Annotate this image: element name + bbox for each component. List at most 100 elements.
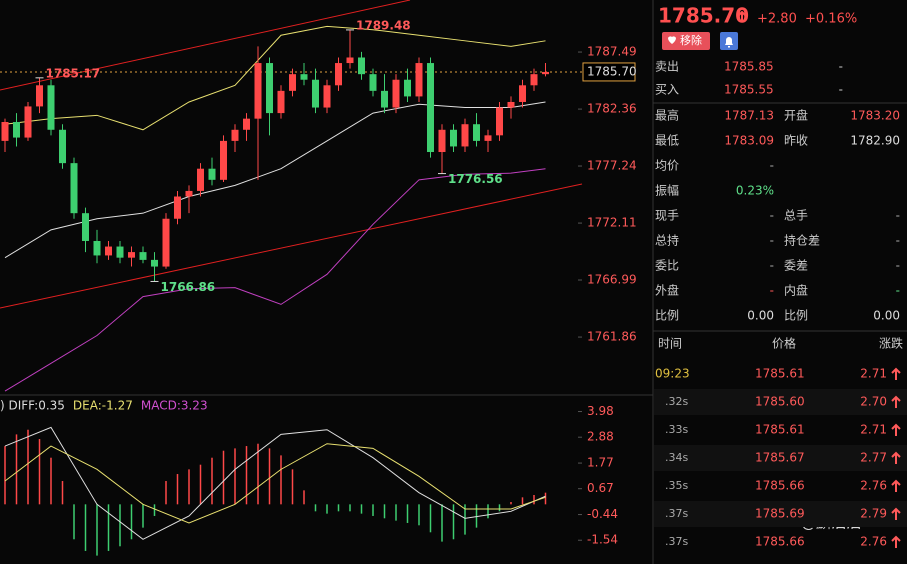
y-tick-label: 1766.99 bbox=[587, 273, 637, 287]
book-price: 1785.85 bbox=[724, 60, 774, 74]
channel-line bbox=[0, 183, 583, 309]
book-volume: - bbox=[839, 83, 843, 97]
candle-body bbox=[1, 121, 9, 141]
stat-value: - bbox=[896, 259, 900, 273]
trade-change: 2.71 bbox=[860, 367, 887, 381]
candle-body bbox=[530, 74, 538, 86]
y-tick-label: 1.77 bbox=[587, 456, 614, 470]
candle-body bbox=[507, 101, 515, 108]
trade-arrow bbox=[891, 367, 901, 380]
trade-time: .32s bbox=[665, 395, 688, 408]
candle-body bbox=[496, 107, 503, 136]
candle-body bbox=[381, 90, 388, 108]
stat-label: 昨收 bbox=[784, 134, 808, 148]
candle-body bbox=[24, 106, 32, 138]
trade-arrow bbox=[891, 451, 901, 464]
trades-header: 价格 bbox=[772, 336, 796, 351]
stat-label: 振幅 bbox=[655, 183, 679, 198]
trade-row-bg bbox=[654, 445, 907, 471]
trade-change: 2.77 bbox=[860, 451, 887, 465]
stat-label: 开盘 bbox=[784, 108, 808, 123]
trade-time: .35s bbox=[665, 479, 688, 492]
candle-body bbox=[289, 74, 296, 91]
trade-time: 09:23 bbox=[655, 367, 690, 381]
trade-change: 2.76 bbox=[860, 535, 887, 549]
stat-label: 持仓差 bbox=[784, 233, 820, 248]
candle-body bbox=[450, 129, 457, 147]
trade-price: 1785.61 bbox=[755, 367, 805, 381]
macd-legend: DEA:-1.27 bbox=[73, 399, 133, 413]
candle-body bbox=[369, 74, 377, 91]
candle-body bbox=[312, 79, 319, 108]
trade-price: 1785.66 bbox=[755, 479, 805, 493]
book-volume: - bbox=[839, 60, 843, 74]
macd-legend: ) DIFF:0.35 bbox=[0, 399, 65, 413]
candle-body bbox=[484, 135, 492, 141]
stat-value: - bbox=[896, 284, 900, 298]
candle-body bbox=[93, 240, 101, 256]
candle-body bbox=[358, 57, 365, 75]
stat-label: 总手 bbox=[784, 209, 808, 223]
trade-change: 2.70 bbox=[860, 395, 887, 409]
y-tick-label: -1.54 bbox=[587, 533, 618, 547]
candle-body bbox=[392, 79, 400, 108]
y-tick-label: 1782.36 bbox=[587, 102, 637, 116]
stat-value: 0.23% bbox=[736, 184, 774, 198]
remove-label[interactable]: 移除 bbox=[680, 33, 702, 47]
candle-body bbox=[185, 190, 193, 197]
trade-price: 1785.67 bbox=[755, 451, 805, 465]
candle-body bbox=[542, 71, 549, 75]
trade-arrow bbox=[891, 423, 901, 436]
trade-arrow bbox=[891, 479, 901, 492]
annotation: 1789.48 bbox=[356, 18, 411, 32]
candle-body bbox=[231, 129, 239, 141]
stat-label: 最低 bbox=[655, 134, 679, 148]
heart-icon bbox=[668, 36, 676, 44]
stat-label: 委比 bbox=[655, 259, 679, 273]
annotation: 1766.86 bbox=[161, 280, 216, 294]
indicator-line bbox=[4, 426, 546, 540]
current-price-box bbox=[582, 62, 636, 82]
stat-label: 比例 bbox=[655, 309, 679, 323]
candle-body bbox=[13, 121, 20, 138]
y-tick-label: 2.88 bbox=[587, 430, 614, 444]
stat-label: 总持 bbox=[655, 233, 679, 248]
candle-body bbox=[404, 79, 411, 97]
stat-label: 均价 bbox=[655, 159, 679, 173]
channel-line bbox=[0, 0, 411, 91]
bell-icon bbox=[725, 37, 733, 48]
candle-body bbox=[323, 85, 331, 108]
stat-value: - bbox=[770, 284, 774, 298]
stat-value: 1787.13 bbox=[724, 109, 774, 123]
stat-label: 外盘 bbox=[655, 283, 679, 298]
stat-label: 比例 bbox=[784, 309, 808, 323]
macd-legend: MACD:3.23 bbox=[141, 399, 208, 413]
candle-body bbox=[438, 129, 446, 153]
stat-value: 0.00 bbox=[747, 309, 774, 323]
stat-label: 委差 bbox=[784, 259, 808, 273]
book-label: 卖出 bbox=[655, 60, 679, 74]
y-tick-label: 0.67 bbox=[587, 481, 614, 495]
trade-time: .34s bbox=[665, 451, 688, 464]
y-tick-label: 1777.24 bbox=[587, 159, 637, 173]
stat-value: - bbox=[770, 259, 774, 273]
last-price: 1785.70 bbox=[658, 4, 749, 28]
price-change-pct: +0.16% bbox=[805, 12, 857, 27]
current-price-label: 1785.70 bbox=[587, 64, 637, 78]
indicator-line bbox=[4, 168, 546, 392]
stat-label: 现手 bbox=[655, 209, 679, 223]
stat-value: 0.00 bbox=[873, 309, 900, 323]
candle-body bbox=[254, 63, 262, 119]
stat-value: - bbox=[770, 234, 774, 248]
trade-price: 1785.69 bbox=[755, 507, 805, 521]
y-tick-label: -0.44 bbox=[587, 507, 618, 521]
candle-body bbox=[128, 252, 135, 258]
candle-body bbox=[139, 252, 147, 260]
trade-time: .33s bbox=[665, 423, 688, 436]
stat-value: - bbox=[896, 209, 900, 223]
stat-value: 1782.90 bbox=[850, 134, 900, 148]
candle-body bbox=[346, 57, 354, 64]
candle-body bbox=[427, 63, 434, 153]
candle-body bbox=[36, 85, 43, 107]
